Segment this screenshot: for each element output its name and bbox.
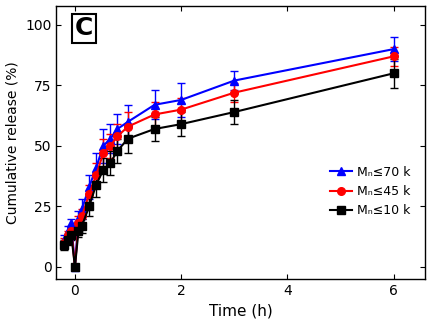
Y-axis label: Cumulative release (%): Cumulative release (%) (6, 61, 19, 224)
X-axis label: Time (h): Time (h) (209, 304, 272, 318)
Text: C: C (75, 17, 93, 40)
Legend: Mₙ≤70 k, Mₙ≤45 k, Mₙ≤10 k: Mₙ≤70 k, Mₙ≤45 k, Mₙ≤10 k (324, 161, 415, 222)
